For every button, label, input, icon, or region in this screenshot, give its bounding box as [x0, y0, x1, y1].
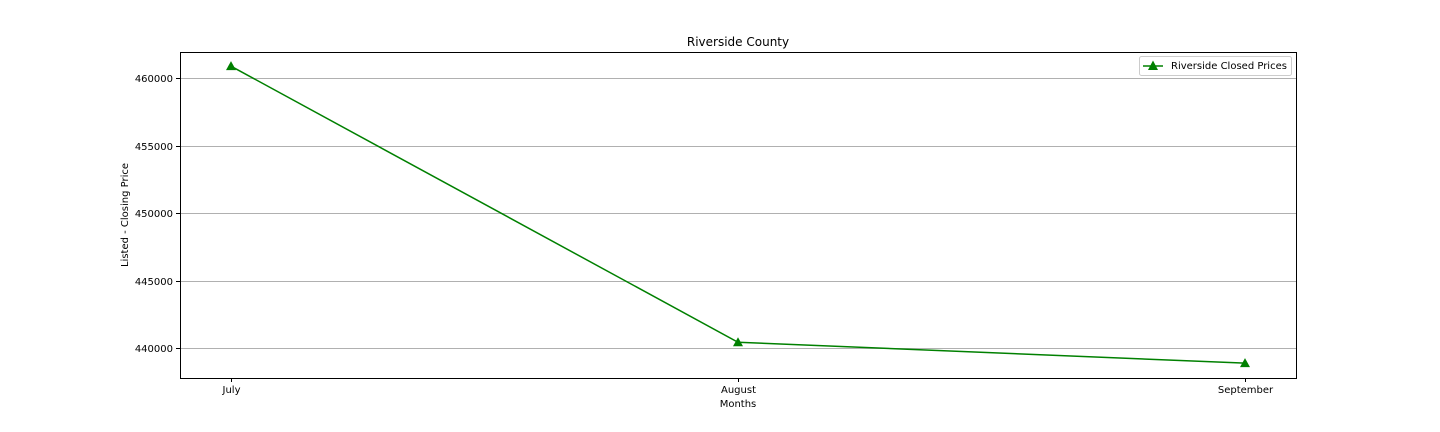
legend-label: Riverside Closed Prices: [1171, 61, 1287, 72]
data-point-marker: [1240, 358, 1250, 368]
x-tick-label: September: [1218, 385, 1274, 396]
y-axis-ticks: 440000 445000 450000 455000 460000: [135, 74, 180, 355]
x-axis-label: Months: [720, 399, 757, 410]
chart-title: Riverside County: [687, 35, 789, 49]
data-point-marker: [226, 61, 236, 71]
x-tick-label: July: [222, 385, 241, 396]
grid-lines: [180, 78, 1296, 349]
y-tick-label: 440000: [135, 344, 173, 355]
plot-frame: [180, 52, 1297, 379]
legend: Riverside Closed Prices: [1139, 56, 1292, 76]
x-axis-ticks: July August September: [222, 378, 1274, 396]
series-layer: [226, 61, 1250, 368]
y-tick-label: 455000: [135, 142, 173, 153]
legend-box: [1139, 56, 1292, 76]
y-tick-label: 450000: [135, 209, 173, 220]
x-tick-label: August: [721, 385, 756, 396]
y-tick-label: 460000: [135, 74, 173, 85]
y-axis-label: Listed - Closing Price: [120, 163, 131, 267]
legend-marker: [1148, 60, 1158, 70]
y-tick-label: 445000: [135, 277, 173, 288]
data-point-marker: [733, 337, 743, 347]
series-line: [230, 65, 1246, 364]
